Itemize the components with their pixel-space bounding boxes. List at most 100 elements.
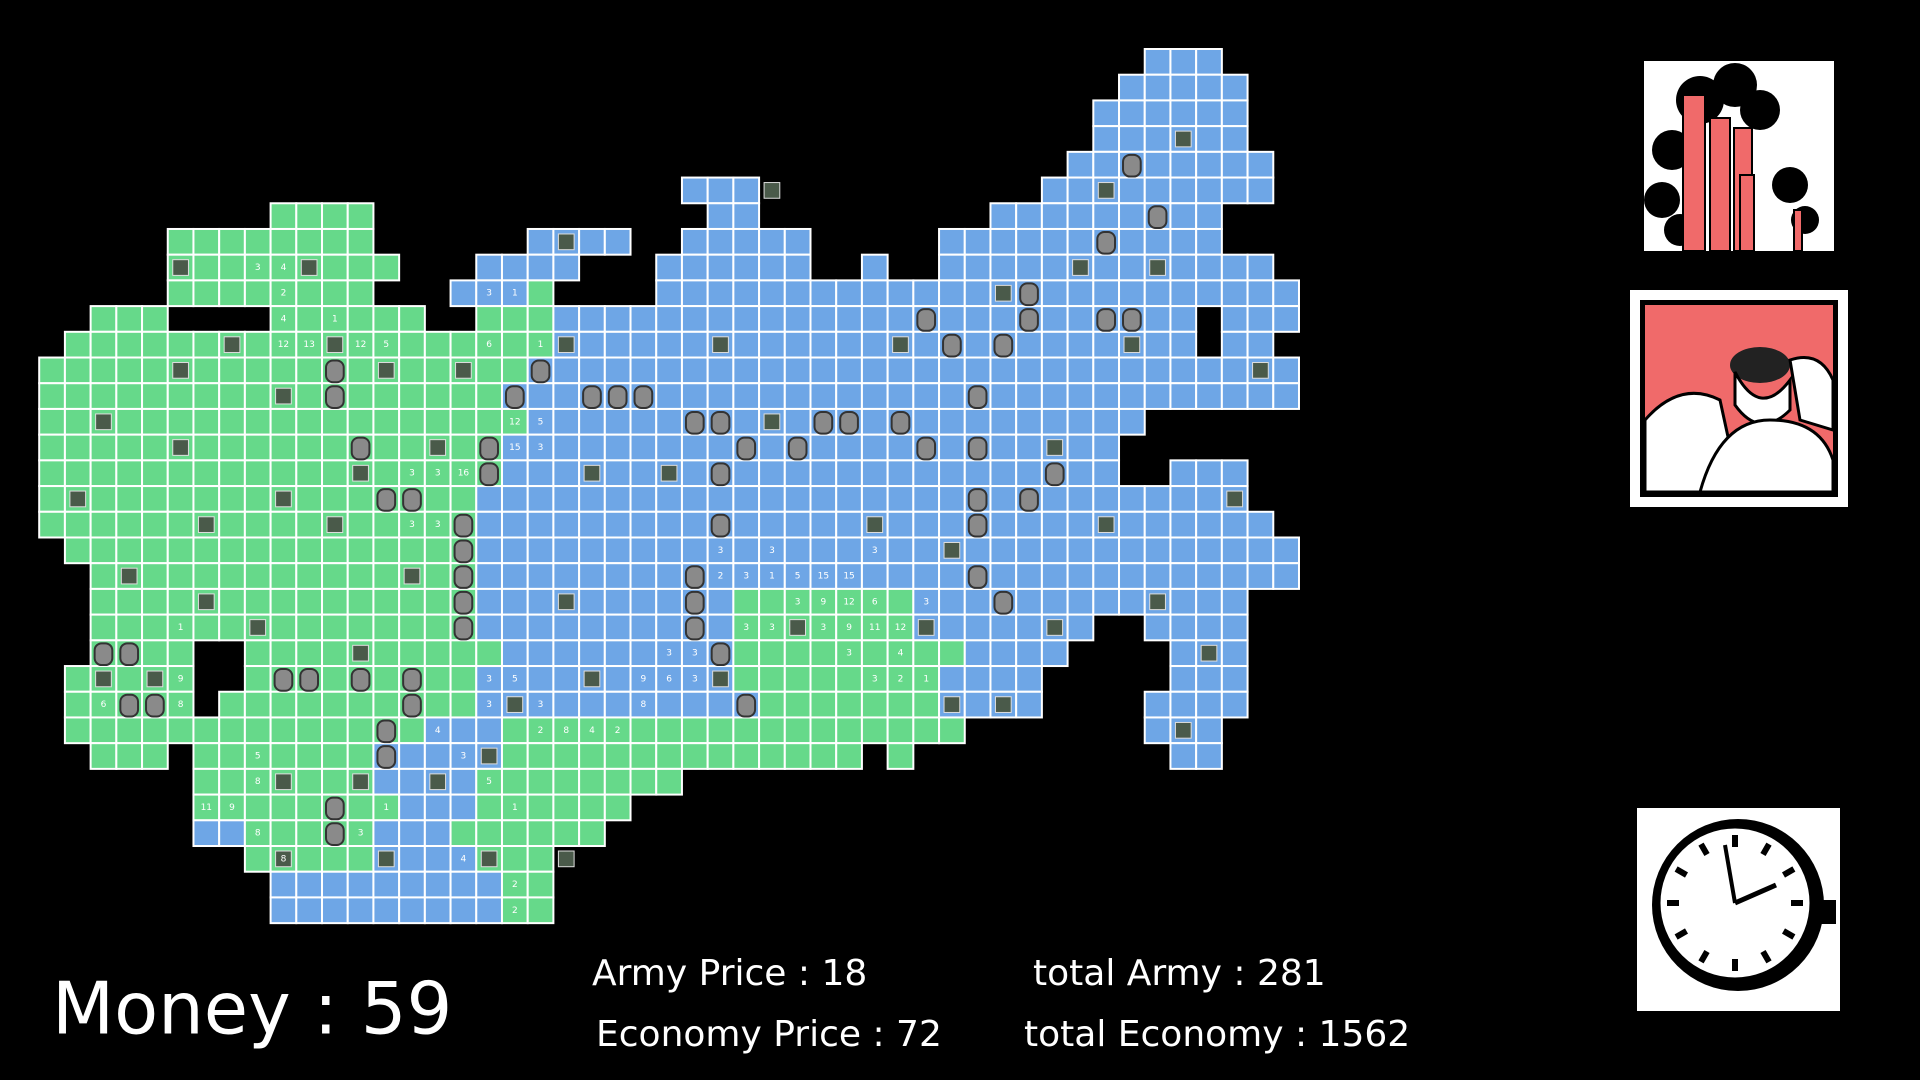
- map-cell: [1220, 639, 1249, 668]
- map-cell: [38, 433, 66, 462]
- map-cell: [629, 587, 658, 616]
- map-cell: [732, 176, 761, 205]
- map-cell: [218, 510, 246, 539]
- map-cell: [449, 330, 478, 359]
- map-cell: [680, 279, 709, 308]
- cell-label: 2: [615, 726, 621, 736]
- map-cell: [1143, 48, 1172, 76]
- map-cell: [243, 407, 272, 436]
- map-cell: [1220, 99, 1249, 128]
- map-cell: [989, 562, 1018, 590]
- map-cell: [578, 227, 606, 256]
- map-cell: [115, 716, 144, 745]
- map-cell: [1169, 356, 1198, 385]
- map-cell: [1040, 639, 1069, 668]
- map-cell: [706, 485, 735, 513]
- map-cell: [809, 459, 838, 488]
- map-cell: [500, 356, 529, 385]
- map-cell: [398, 716, 426, 745]
- unit-icon: [943, 696, 961, 713]
- map-cell: [1066, 485, 1095, 513]
- building: [684, 616, 705, 641]
- total-army-label: total Army : 281: [1033, 953, 1326, 994]
- map-cell: [783, 485, 812, 513]
- unit-icon: [583, 670, 601, 688]
- map-cell: [1092, 356, 1121, 385]
- map-cell: [321, 227, 349, 256]
- map-cell: [578, 433, 606, 462]
- map-cell: [1169, 227, 1198, 256]
- map-cell: [860, 613, 889, 642]
- map-cell: [860, 356, 889, 385]
- map-cell: [500, 742, 529, 770]
- map-cell: [115, 459, 144, 488]
- map-cell: [321, 253, 349, 282]
- unit-icon: [275, 387, 292, 405]
- army-button[interactable]: [1630, 290, 1848, 507]
- map-cell: [526, 227, 555, 256]
- cell-label: 9: [846, 623, 852, 633]
- map-cell: [1066, 407, 1095, 436]
- unit-icon: [120, 567, 138, 585]
- map-cell: [192, 742, 221, 770]
- map-cell: [783, 459, 812, 488]
- map-cell: [732, 459, 761, 488]
- map-cell: [552, 639, 581, 668]
- building: [582, 385, 602, 409]
- map-cell: [1143, 613, 1172, 642]
- army-price-label: Army Price : 18: [592, 953, 867, 994]
- map-cell: [706, 279, 735, 308]
- map-cell: [655, 253, 683, 282]
- map-cell: [1220, 613, 1249, 642]
- map-cell: [629, 536, 658, 565]
- map-cell: [218, 356, 246, 385]
- building: [453, 513, 474, 538]
- map-cell: [269, 613, 298, 642]
- map-cell: [63, 330, 92, 359]
- map-cell: [552, 767, 581, 796]
- map-cell: [1195, 510, 1223, 539]
- map-cell: [732, 587, 761, 616]
- map-cell: [860, 279, 889, 308]
- map-cell: [1143, 330, 1172, 359]
- map-cell: [192, 407, 221, 436]
- unit-icon: [1046, 619, 1064, 636]
- map-cell: [1195, 99, 1223, 128]
- map-cell: [218, 485, 246, 513]
- map-cell: [295, 510, 324, 539]
- map-cell: [1040, 382, 1069, 410]
- map-cell: [38, 510, 66, 539]
- map-cell: [1118, 279, 1146, 308]
- map-cell: [1015, 227, 1043, 256]
- building: [633, 385, 654, 409]
- economy-price-label: Economy Price : 72: [596, 1014, 942, 1055]
- map-cell: [372, 587, 401, 616]
- cell-label: 4: [281, 314, 287, 324]
- unit-icon: [172, 259, 189, 276]
- map-cell: [835, 742, 863, 770]
- map-cell: [346, 562, 375, 590]
- map-cell: [603, 613, 632, 642]
- map-cell: [1195, 665, 1223, 693]
- map-cell: [449, 793, 478, 822]
- cell-label: 3: [743, 623, 749, 633]
- cell-label: 9: [178, 674, 184, 684]
- cell-label: 3: [486, 700, 492, 710]
- end-turn-button[interactable]: [1637, 808, 1840, 1011]
- map-cell: [989, 459, 1018, 488]
- map-cell: [706, 433, 735, 462]
- map-cell: [912, 485, 941, 513]
- unit-icon: [1072, 259, 1089, 276]
- map-cell: [603, 407, 632, 436]
- cell-label: 2: [512, 880, 518, 890]
- economy-button[interactable]: [1644, 61, 1834, 252]
- map-cell: [886, 562, 915, 590]
- map-cell: [1040, 305, 1069, 333]
- map-cell: [1169, 613, 1198, 642]
- map-cell: [269, 279, 298, 308]
- map-cell: [295, 690, 324, 719]
- map-cell: [166, 562, 195, 590]
- map-cell: [809, 279, 838, 308]
- cell-label: 3: [358, 829, 364, 839]
- map-cell: [732, 639, 761, 668]
